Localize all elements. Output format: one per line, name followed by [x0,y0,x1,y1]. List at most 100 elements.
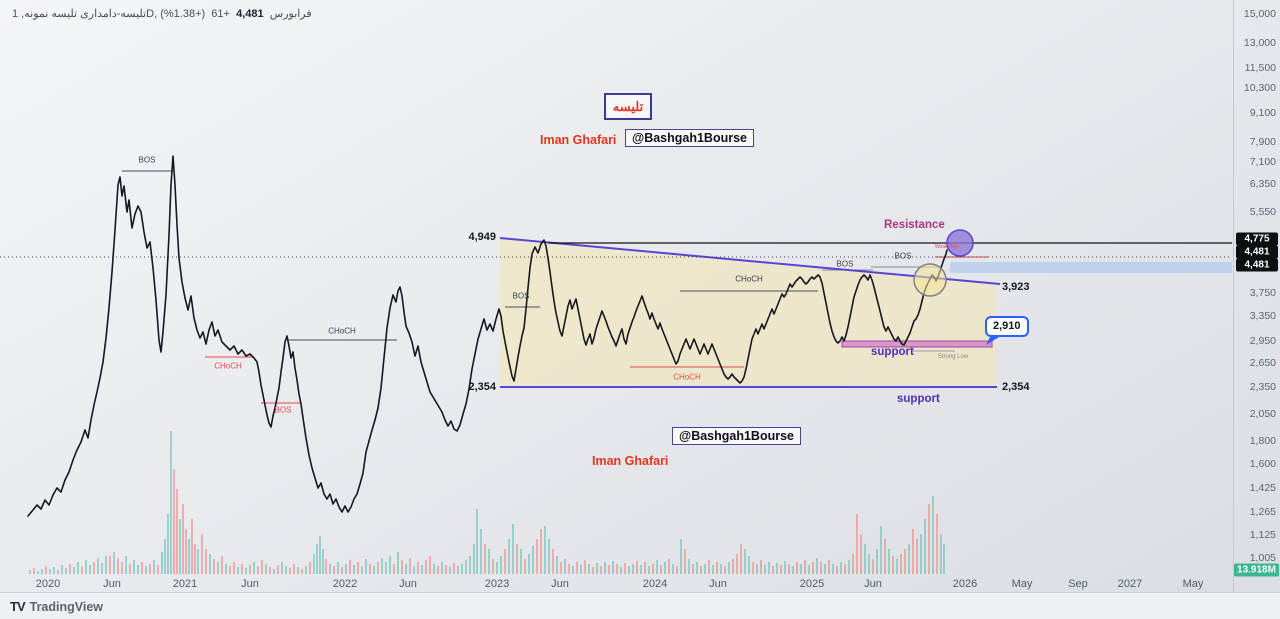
author-watermark-bottom[interactable]: Iman Ghafari [592,454,669,468]
volume-bar [329,564,331,574]
consolidation-zone[interactable] [500,238,996,385]
price-axis[interactable]: 15,000 13,000 11,500 10,300 9,100 7,900 7,100 6… [1233,0,1280,592]
time-axis[interactable]: 2020 Jun 2021 Jun 2022 Jun 2023 Jun 2024 Jun 2025 J… [0,575,1233,592]
volume-bar [373,566,375,574]
annotation-bos-red[interactable]: BOS [274,405,292,415]
volume-bar [357,562,359,574]
annotation-bos[interactable]: BOS [138,155,156,165]
blue-band-zone[interactable] [950,262,1232,273]
volume-bar [345,564,347,574]
volume-bar [233,562,235,574]
volume-bar [644,562,646,574]
volume-bar [194,544,196,574]
volume-bar [768,562,770,574]
volume-bar [868,554,870,574]
volume-bar [500,556,502,574]
volume-bar [113,552,115,574]
price-tick: 5,550 [1249,206,1276,218]
volume-bar [940,534,942,574]
level-2354-right-label: 2,354 [1002,381,1030,393]
volume-bar [684,549,686,574]
support-zone-label[interactable]: support [871,346,914,358]
annotation-choch-red[interactable]: CHoCH [214,361,242,371]
volume-bar [341,567,343,574]
yellow-circle-marker[interactable] [913,263,947,297]
volume-bar [504,549,506,574]
volume-bar [182,504,184,574]
volume-bar [800,564,802,574]
time-tick-Jun: Jun [709,578,727,590]
volume-bar [804,560,806,574]
volume-bar [820,562,822,574]
volume-bar [516,544,518,574]
volume-bar [540,529,542,574]
volume-bar [349,560,351,574]
annotation-bos-3[interactable]: BOS [836,259,854,269]
annotation-weak-high[interactable]: Weak High [934,244,960,250]
volume-bar [109,556,111,574]
tradingview-logo-text[interactable]: TradingView [29,599,104,614]
annotation-strong-low[interactable]: Strong Low [937,354,969,360]
price-line[interactable] [27,155,948,517]
volume-bar [848,560,850,574]
volume-bar [157,565,159,574]
volume-bar [772,566,774,574]
level-2354-left-label: 2,354 [468,381,496,393]
annotation-choch[interactable]: CHoCH [328,326,356,336]
volume-bar [201,534,203,574]
volume-bar [668,559,670,574]
price-callout-2910[interactable]: 2,910 [985,316,1029,337]
time-tick-Jun: Jun [103,578,121,590]
annotation-bos-2[interactable]: BOS [512,291,530,301]
chart-canvas[interactable]: تلیسه-دامداری تلیسه نمونه, 1D, فرابورس 4… [0,0,1233,592]
channel-badge-top[interactable]: @Bashgah1Bourse [625,129,754,147]
author-watermark-top[interactable]: Iman Ghafari [540,133,617,147]
tradingview-logo-icon[interactable]: TV [10,599,26,614]
volume-bar [836,566,838,574]
volume-bar [728,562,730,574]
support-line-label[interactable]: support [897,393,940,405]
volume-bar [708,560,710,574]
price-tick: 3,350 [1249,310,1276,322]
volume-bar [205,549,207,574]
volume-bar [524,559,526,574]
footer-bar: TV TradingView [0,592,1280,619]
volume-bar [229,566,231,574]
price-tick: 1,600 [1249,458,1276,470]
purple-circle-marker[interactable] [946,229,974,257]
talise-watermark-box[interactable]: تلیسه [604,93,652,120]
volume-bar [816,558,818,574]
volume-bar [732,559,734,574]
resistance-label[interactable]: Resistance [884,219,945,231]
annotation-choch-2[interactable]: CHoCH [735,274,763,284]
annotation-bos-4[interactable]: BOS [894,251,912,261]
volume-bar [748,556,750,574]
volume-bar [361,566,363,574]
volume-bar [41,569,43,574]
volume-bar [125,556,127,574]
volume-bar [221,556,223,574]
chart-drawing-layer [0,155,1232,574]
support-zone-bar[interactable] [841,340,993,348]
volume-bar [101,563,103,574]
price-tick: 1,425 [1249,482,1276,494]
price-change: +61 [211,8,230,20]
volume-bar [700,566,702,574]
volume-bar [89,565,91,574]
volume-bar [225,564,227,574]
volume-bar [904,549,906,574]
volume-bar [712,565,714,574]
volume-bar [405,564,407,574]
volume-bar [884,539,886,574]
volume-bar [473,544,475,574]
channel-badge-bottom[interactable]: @Bashgah1Bourse [672,427,801,445]
time-tick-Jun: Jun [864,578,882,590]
symbol-info[interactable]: تلیسه-دامداری تلیسه نمونه, 1D, فرابورس 4… [12,7,312,20]
price-tick: 6,350 [1249,178,1276,190]
annotation-choch-red-2[interactable]: CHoCH [673,372,701,382]
volume-bar [316,544,318,574]
volume-bar [217,562,219,574]
time-tick-2027: 2027 [1117,578,1143,590]
volume-bar [744,549,746,574]
volume-bar [117,558,119,574]
